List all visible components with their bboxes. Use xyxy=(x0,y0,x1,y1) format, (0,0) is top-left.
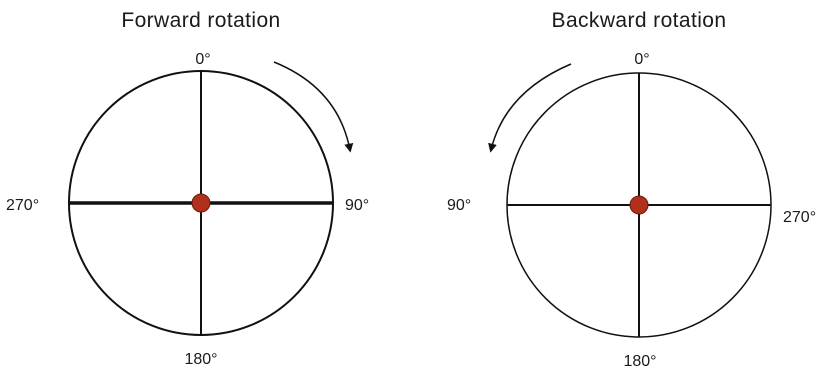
backward-rotation-title: Backward rotation xyxy=(552,9,727,32)
forward-rotation-diagram: Forward rotation 0° 90° 180° 270° xyxy=(6,9,369,368)
forward-clockwise-arrow xyxy=(273,61,354,153)
forward-center-dot xyxy=(191,193,211,213)
backward-label-right: 270° xyxy=(783,209,816,226)
backward-counterclockwise-arrow xyxy=(488,63,572,153)
backward-rotation-diagram: Backward rotation 0° 270° 180° 90° xyxy=(447,9,816,370)
forward-label-bottom: 180° xyxy=(184,351,217,368)
forward-label-right: 90° xyxy=(345,197,369,214)
backward-label-left: 90° xyxy=(447,197,471,214)
forward-label-top: 0° xyxy=(195,51,210,68)
backward-center-dot xyxy=(629,195,649,215)
forward-rotation-title: Forward rotation xyxy=(121,9,280,32)
backward-label-bottom: 180° xyxy=(623,353,656,370)
backward-label-top: 0° xyxy=(634,51,649,68)
forward-label-left: 270° xyxy=(6,197,39,214)
